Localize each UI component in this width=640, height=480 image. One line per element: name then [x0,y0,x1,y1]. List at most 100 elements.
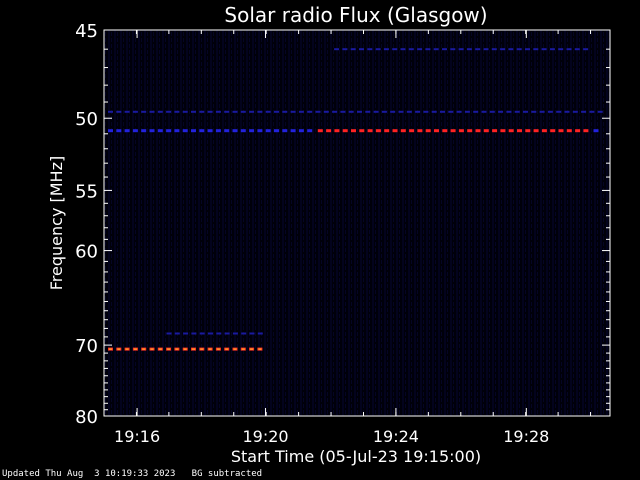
feature-dash [425,129,431,133]
y-tick-label: 45 [75,21,98,42]
feature-dash [406,110,412,113]
feature-dash [215,110,221,113]
feature-dash [434,129,439,133]
x-tick-label: 19:20 [242,427,288,446]
feature-dash [398,110,404,113]
feature-dash [392,129,398,133]
feature-dash [589,110,595,113]
feature-dash [516,48,522,51]
feature-dash [257,332,263,335]
feature-dash [257,129,263,133]
feature-dash [215,129,221,133]
feature-dash [157,110,163,113]
feature-dash [375,129,381,133]
feature-dash [332,110,338,113]
feature-dash [433,48,439,51]
feature-dash [334,48,340,51]
feature-dash [572,110,578,113]
feature-dash [116,110,122,113]
feature-dash [351,129,356,133]
feature-dash [108,110,113,113]
feature-dash [149,129,155,133]
feature-dash-core [225,348,229,350]
feature-dash [224,332,230,335]
footer-note: BG subtracted [191,469,263,479]
feature-dash [298,110,304,113]
y-tick-label: 70 [75,336,98,357]
feature-dash-core [233,348,237,350]
feature-dash [442,48,447,51]
feature-dash [383,48,389,51]
feature-dash [326,129,332,133]
feature-dash [132,110,138,113]
feature-dash [597,110,603,113]
feature-dash [575,129,581,133]
feature-dash [525,48,530,51]
feature-dash [224,129,230,133]
feature-dash [498,110,504,113]
feature-dash [298,129,304,133]
feature-dash [191,332,197,335]
feature-dash [116,129,122,133]
feature-dash [384,129,390,133]
feature-dash [249,110,255,113]
feature-dash [541,48,547,51]
feature-dash-core [150,348,154,350]
feature-dash [357,110,362,113]
y-axis-label: Frequency [MHz] [47,156,66,290]
feature-dash [348,110,354,113]
feature-dash [508,48,514,51]
spectrogram-features [108,48,603,351]
feature-dash [549,48,555,51]
feature-dash [207,110,213,113]
feature-dash [240,129,246,133]
feature-dash [533,129,539,133]
feature-dash [315,110,321,113]
feature-dash [400,48,406,51]
feature-dash [249,332,255,335]
feature-dash [517,129,522,133]
feature-dash-core [142,348,146,350]
feature-dash [581,110,587,113]
plot-frame [103,29,611,417]
feature-dash [481,110,487,113]
feature-dash [558,48,564,51]
feature-dash [174,332,180,335]
feature-dash [409,129,415,133]
feature-dash [141,110,147,113]
feature-dash [199,110,205,113]
feature-dash [282,110,288,113]
feature-dash [525,129,531,133]
feature-dash-core [158,348,162,350]
feature-dash [583,48,589,51]
feature-dash [290,110,296,113]
feature-dash [340,110,346,113]
feature-dash [541,129,547,133]
feature-dash [199,332,205,335]
feature-dash [566,48,572,51]
feature-dash [182,110,188,113]
feature-dash [208,332,213,335]
feature-dash [257,110,263,113]
feature-dash [583,129,589,133]
feature-dash [593,129,599,133]
y-axis: 45 50 55 60 70 80 [75,21,610,428]
feature-dash [467,129,473,133]
footer: Updated Thu Aug 3 10:19:33 2023 BG subtr… [2,469,262,479]
feature-dash [274,110,279,113]
feature-dash [182,129,188,133]
feature-dash [265,129,271,133]
feature-dash [199,129,205,133]
feature-dash [375,48,381,51]
feature-dash [473,110,479,113]
feature-dash [323,110,329,113]
feature-dash [317,129,323,133]
feature-dash [400,129,406,133]
feature-dash-core [125,348,129,350]
feature-dash-core [109,348,112,350]
feature-dash [216,332,222,335]
feature-dash [249,129,255,133]
x-tick-label: 19:24 [373,427,419,446]
plot-background [104,30,610,416]
